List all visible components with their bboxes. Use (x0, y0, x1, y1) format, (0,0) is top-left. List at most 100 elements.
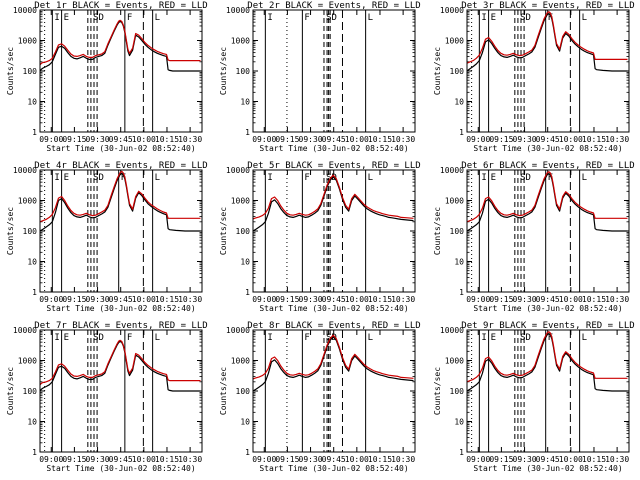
panel-title: Det 6r BLACK = Events, RED = LLD (461, 161, 634, 171)
marker-label-f: F (304, 13, 309, 23)
y-tick-label: 10 (27, 98, 37, 107)
x-axis-label: Start Time (30-Jun-02 08:52:40) (473, 304, 622, 313)
marker-label-f: F (127, 333, 132, 343)
y-tick-label: 10000 (226, 326, 250, 335)
y-tick-label: 1 (459, 128, 464, 137)
x-tick-label: 09:00 (39, 295, 63, 304)
y-tick-label: 1000 (445, 37, 464, 46)
x-tick-label: 09:00 (39, 135, 63, 144)
y-tick-label: 100 (450, 227, 465, 236)
y-axis-label: Counts/sec (433, 47, 442, 95)
x-tick-label: 10:15 (582, 135, 606, 144)
series-lld (39, 19, 201, 66)
x-axis-label: Start Time (30-Jun-02 08:52:40) (473, 144, 622, 153)
y-tick-label: 1 (32, 288, 37, 297)
x-tick-label: 09:45 (109, 455, 133, 464)
panel-3: Det 3r BLACK = Events, RED = LLD 1 10 100 10… (433, 1, 635, 153)
marker-label-sd: SD (326, 13, 337, 23)
panel-8: Det 8r BLACK = Events, RED = LLD 1 10 100 10… (219, 321, 421, 473)
marker-label-e: E (64, 333, 69, 343)
marker-label-sd: SD (520, 173, 531, 183)
x-tick-label: 10:30 (391, 455, 415, 464)
x-tick-label: 10:15 (368, 135, 392, 144)
panel-title: Det 3r BLACK = Events, RED = LLD (461, 1, 634, 11)
marker-label-l: L (368, 13, 373, 23)
marker-label-sd: SD (93, 173, 104, 183)
x-axis-label: Start Time (30-Jun-02 08:52:40) (46, 464, 195, 473)
marker-label-e: E (491, 333, 496, 343)
panel-7: Det 7r BLACK = Events, RED = LLD 1 10 100 10… (6, 321, 208, 473)
x-tick-label: 10:15 (155, 135, 179, 144)
x-tick-label: 10:00 (132, 455, 156, 464)
series-events (39, 340, 201, 392)
x-tick-label: 09:30 (513, 455, 537, 464)
marker-label-i: I (481, 333, 486, 343)
y-tick-label: 10000 (226, 6, 250, 15)
plot-frame (252, 9, 416, 133)
plot-frame (39, 9, 203, 133)
x-tick-label: 09:30 (86, 135, 110, 144)
y-tick-label: 10 (454, 258, 464, 267)
x-tick-label: 09:00 (39, 455, 63, 464)
x-tick-label: 10:15 (155, 455, 179, 464)
x-tick-label: 10:00 (345, 295, 369, 304)
y-tick-label: 10000 (440, 326, 464, 335)
marker-label-i: I (54, 173, 59, 183)
x-tick-label: 09:30 (513, 135, 537, 144)
y-tick-label: 1 (32, 448, 37, 457)
x-tick-label: 09:30 (86, 295, 110, 304)
y-tick-label: 100 (450, 387, 465, 396)
y-axis-label: Counts/sec (433, 207, 442, 255)
y-tick-label: 1000 (231, 197, 250, 206)
x-tick-label: 09:45 (109, 295, 133, 304)
x-tick-label: 10:00 (345, 135, 369, 144)
x-tick-label: 09:45 (536, 135, 560, 144)
panel-title: Det 4r BLACK = Events, RED = LLD (34, 161, 207, 171)
x-tick-label: 10:30 (605, 295, 629, 304)
y-tick-label: 1000 (231, 357, 250, 366)
marker-label-sd: SD (520, 333, 531, 343)
series-events (466, 13, 628, 72)
x-tick-label: 10:30 (178, 295, 202, 304)
plot-frame (466, 9, 630, 133)
x-tick-label: 10:15 (368, 295, 392, 304)
marker-label-f: F (127, 13, 132, 23)
series-lld (466, 171, 628, 223)
x-tick-label: 09:15 (275, 455, 299, 464)
x-axis-label: Start Time (30-Jun-02 08:52:40) (259, 464, 408, 473)
y-tick-label: 1000 (18, 357, 37, 366)
plot-frame (252, 329, 416, 453)
marker-label-i: I (267, 173, 272, 183)
panel-6: Det 6r BLACK = Events, RED = LLD 1 10 100 10… (433, 161, 635, 313)
x-tick-label: 10:00 (559, 135, 583, 144)
y-axis-label: Counts/sec (219, 367, 228, 415)
marker-label-sd: SD (93, 13, 104, 23)
y-tick-label: 1 (32, 128, 37, 137)
marker-label-f: F (304, 333, 309, 343)
marker-label-i: I (267, 333, 272, 343)
panel-title: Det 9r BLACK = Events, RED = LLD (461, 321, 634, 331)
y-tick-label: 10000 (440, 166, 464, 175)
x-tick-label: 10:00 (559, 455, 583, 464)
marker-label-e: E (491, 173, 496, 183)
marker-label-l: L (155, 13, 160, 23)
y-tick-label: 10000 (13, 166, 37, 175)
panel-title: Det 1r BLACK = Events, RED = LLD (34, 1, 207, 11)
marker-label-sd: SD (520, 13, 531, 23)
marker-label-f: F (548, 333, 553, 343)
plot-frame (466, 329, 630, 453)
x-axis-label: Start Time (30-Jun-02 08:52:40) (473, 464, 622, 473)
y-axis-label: Counts/sec (6, 207, 15, 255)
x-tick-label: 09:45 (536, 455, 560, 464)
panel-title: Det 5r BLACK = Events, RED = LLD (247, 161, 420, 171)
x-tick-label: 10:00 (559, 295, 583, 304)
y-tick-label: 100 (450, 67, 465, 76)
x-tick-label: 10:30 (605, 135, 629, 144)
marker-label-l: L (582, 13, 587, 23)
x-tick-label: 09:00 (466, 295, 490, 304)
marker-label-i: I (54, 333, 59, 343)
series-lld (39, 339, 201, 386)
x-tick-label: 09:15 (275, 135, 299, 144)
marker-label-l: L (155, 333, 160, 343)
